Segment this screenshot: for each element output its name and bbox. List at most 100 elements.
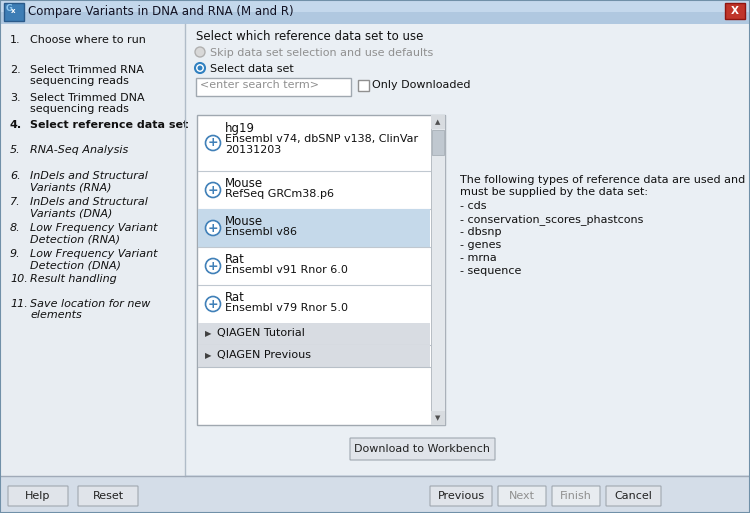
Bar: [198, 345, 430, 367]
Text: Detection (DNA): Detection (DNA): [30, 260, 121, 270]
FancyBboxPatch shape: [78, 486, 138, 506]
Circle shape: [206, 135, 220, 150]
Bar: [197, 115, 445, 425]
Text: 3.: 3.: [10, 93, 21, 103]
Text: - cds: - cds: [460, 201, 487, 211]
Bar: [198, 323, 430, 345]
Text: Cancel: Cancel: [614, 491, 652, 501]
Bar: [0, 0, 750, 12]
FancyBboxPatch shape: [606, 486, 661, 506]
Text: Mouse: Mouse: [225, 215, 263, 228]
Text: 1.: 1.: [10, 35, 21, 45]
Text: - conservation_scores_phastcons: - conservation_scores_phastcons: [460, 214, 644, 225]
Text: QIAGEN Tutorial: QIAGEN Tutorial: [217, 328, 304, 338]
Circle shape: [195, 63, 205, 73]
Text: - mrna: - mrna: [460, 253, 497, 263]
Circle shape: [206, 221, 220, 235]
Bar: [0, 476, 750, 513]
Text: Choose where to run: Choose where to run: [30, 35, 146, 45]
Text: Reset: Reset: [92, 491, 124, 501]
FancyBboxPatch shape: [8, 486, 68, 506]
Text: Only Downloaded: Only Downloaded: [372, 80, 470, 90]
Text: ▶: ▶: [205, 351, 212, 361]
Text: 8.: 8.: [10, 223, 21, 233]
Text: 7.: 7.: [10, 197, 21, 207]
Text: - dbsnp: - dbsnp: [460, 227, 502, 237]
Text: sequencing reads: sequencing reads: [30, 104, 129, 114]
Text: Result handling: Result handling: [30, 274, 117, 284]
Text: Select reference data set: Select reference data set: [30, 120, 188, 130]
Bar: [358, 80, 369, 91]
Text: Select data set: Select data set: [210, 64, 294, 74]
Text: Download to Workbench: Download to Workbench: [355, 444, 490, 454]
Text: Finish: Finish: [560, 491, 592, 501]
Bar: [431, 115, 445, 425]
Text: 6.: 6.: [10, 171, 21, 181]
Bar: [196, 78, 351, 96]
Text: ▲: ▲: [435, 119, 441, 125]
Text: 5.: 5.: [10, 145, 21, 155]
Text: 10.: 10.: [10, 274, 28, 284]
Text: Skip data set selection and use defaults: Skip data set selection and use defaults: [210, 48, 434, 58]
Text: - sequence: - sequence: [460, 266, 521, 276]
Bar: [431, 115, 445, 129]
FancyBboxPatch shape: [350, 438, 495, 460]
Text: Ensembl v74, dbSNP v138, ClinVar: Ensembl v74, dbSNP v138, ClinVar: [225, 134, 419, 144]
Circle shape: [197, 66, 202, 70]
Text: 4.: 4.: [10, 120, 22, 130]
Text: +: +: [208, 136, 218, 149]
Circle shape: [206, 297, 220, 311]
Text: Variants (RNA): Variants (RNA): [30, 182, 112, 192]
Bar: [431, 411, 445, 425]
Text: Low Frequency Variant: Low Frequency Variant: [30, 223, 158, 233]
Text: InDels and Structural: InDels and Structural: [30, 197, 148, 207]
Text: ▶: ▶: [205, 329, 212, 339]
Text: Rat: Rat: [225, 253, 245, 266]
Text: 20131203: 20131203: [225, 145, 281, 155]
Text: hg19: hg19: [225, 122, 255, 135]
Text: RNA-Seq Analysis: RNA-Seq Analysis: [30, 145, 128, 155]
Text: Help: Help: [26, 491, 51, 501]
FancyBboxPatch shape: [498, 486, 546, 506]
Text: must be supplied by the data set:: must be supplied by the data set:: [460, 187, 648, 197]
Circle shape: [206, 183, 220, 198]
Bar: [0, 24, 185, 489]
Text: 9.: 9.: [10, 249, 21, 259]
Text: 2.: 2.: [10, 65, 21, 75]
Text: Next: Next: [509, 491, 535, 501]
Bar: [725, 3, 745, 19]
Text: ▼: ▼: [435, 415, 441, 421]
Text: Low Frequency Variant: Low Frequency Variant: [30, 249, 158, 259]
Text: Ensembl v79 Rnor 5.0: Ensembl v79 Rnor 5.0: [225, 303, 348, 313]
Text: G: G: [6, 4, 13, 13]
Text: Previous: Previous: [437, 491, 485, 501]
Bar: [198, 209, 430, 247]
Text: The following types of reference data are used and: The following types of reference data ar…: [460, 175, 746, 185]
Text: InDels and Structural: InDels and Structural: [30, 171, 148, 181]
Text: x: x: [11, 8, 16, 14]
Text: Variants (DNA): Variants (DNA): [30, 208, 112, 218]
Text: QIAGEN Previous: QIAGEN Previous: [217, 350, 311, 360]
Text: sequencing reads: sequencing reads: [30, 76, 129, 86]
Text: Compare Variants in DNA and RNA (M and R): Compare Variants in DNA and RNA (M and R…: [28, 6, 294, 18]
Text: +: +: [208, 260, 218, 272]
Text: Save location for new: Save location for new: [30, 299, 150, 309]
Circle shape: [195, 47, 205, 57]
Bar: [0, 0, 750, 24]
Text: elements: elements: [30, 310, 82, 320]
Text: RefSeq GRCm38.p6: RefSeq GRCm38.p6: [225, 189, 334, 199]
Circle shape: [206, 259, 220, 273]
Text: 11.: 11.: [10, 299, 28, 309]
Text: X: X: [731, 6, 739, 16]
Text: +: +: [208, 184, 218, 196]
Text: Select Trimmed RNA: Select Trimmed RNA: [30, 65, 144, 75]
Text: Ensembl v91 Rnor 6.0: Ensembl v91 Rnor 6.0: [225, 265, 348, 275]
Text: Select Trimmed DNA: Select Trimmed DNA: [30, 93, 145, 103]
Text: Rat: Rat: [225, 291, 245, 304]
FancyBboxPatch shape: [430, 486, 492, 506]
Text: Mouse: Mouse: [225, 177, 263, 190]
Bar: [185, 24, 750, 475]
FancyBboxPatch shape: [552, 486, 600, 506]
Text: Select which reference data set to use: Select which reference data set to use: [196, 30, 423, 43]
Text: Ensembl v86: Ensembl v86: [225, 227, 297, 237]
